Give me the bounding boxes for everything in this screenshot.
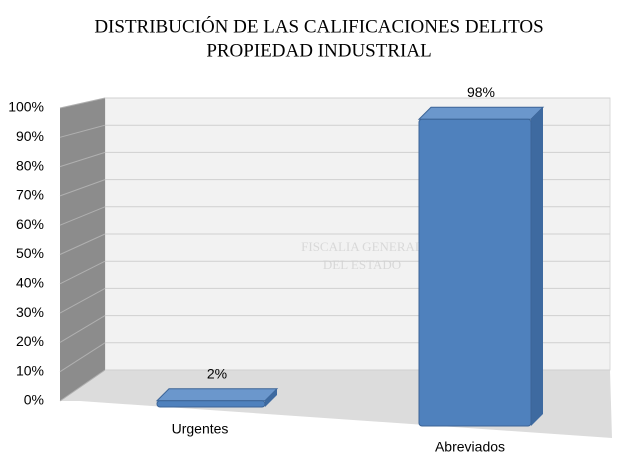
grid-line (59, 97, 106, 109)
y-tick-label: 60% (16, 216, 44, 232)
grid-line (59, 233, 106, 255)
x-tick-label: Urgentes (172, 421, 229, 437)
x-tick-label: Abreviados (435, 439, 505, 455)
grid-line (59, 315, 106, 343)
watermark: FISCALIA GENERAL (301, 239, 423, 254)
bar (156, 400, 266, 408)
bar (418, 118, 532, 427)
bar-side (531, 107, 543, 426)
grid-line (59, 206, 106, 226)
bar-top (155, 388, 279, 402)
chart-title: DISTRIBUCIÓN DE LAS CALIFICACIONES DELIT… (94, 15, 543, 37)
left-wall (60, 98, 105, 401)
grid-line (59, 287, 106, 314)
bar-side (265, 388, 277, 407)
y-tick-label: 90% (16, 128, 44, 144)
y-tick-label: 0% (24, 392, 44, 408)
y-tick-label: 30% (16, 304, 44, 320)
y-tick-label: 40% (16, 275, 44, 291)
y-tick-label: 100% (8, 99, 44, 115)
grid-line (59, 260, 106, 285)
y-tick-label: 20% (16, 333, 44, 349)
grid-line (59, 151, 106, 168)
y-tick-label: 50% (16, 245, 44, 261)
bar-top (417, 106, 545, 120)
chart-title: PROPIEDAD INDUSTRIAL (206, 40, 431, 61)
data-label: 2% (207, 365, 227, 381)
y-tick-label: 80% (16, 157, 44, 173)
data-label: 98% (467, 84, 495, 100)
grid-line (59, 124, 106, 138)
watermark: DEL ESTADO (323, 257, 401, 272)
y-tick-label: 10% (16, 362, 44, 378)
grid-line (59, 179, 106, 197)
grid-line (59, 369, 106, 402)
grid-line (59, 342, 106, 373)
y-tick-label: 70% (16, 187, 44, 203)
